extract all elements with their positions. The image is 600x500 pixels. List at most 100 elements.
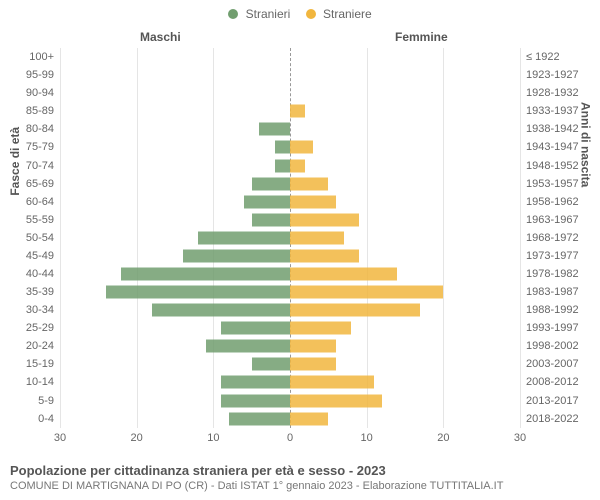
bar-female	[290, 177, 328, 190]
age-row: 40-441978-1982	[60, 265, 520, 283]
bar-female	[290, 358, 336, 371]
pyramid-chart: Stranieri Straniere Maschi Femmine Fasce…	[0, 0, 600, 500]
bar-male	[183, 249, 290, 262]
age-row: 80-841938-1942	[60, 120, 520, 138]
bar-female	[290, 376, 374, 389]
birth-year-label: 1983-1987	[526, 286, 588, 298]
legend-swatch-male	[228, 9, 238, 19]
bar-male	[221, 394, 290, 407]
age-label: 5-9	[12, 395, 54, 407]
bar-female	[290, 249, 359, 262]
bar-female	[290, 159, 305, 172]
bar-female	[290, 340, 336, 353]
age-label: 45-49	[12, 250, 54, 262]
age-row: 30-341988-1992	[60, 301, 520, 319]
column-header-female: Femmine	[395, 30, 448, 44]
age-row: 0-42018-2022	[60, 410, 520, 428]
age-row: 20-241998-2002	[60, 337, 520, 355]
chart-subtitle: COMUNE DI MARTIGNANA DI PO (CR) - Dati I…	[10, 480, 590, 492]
birth-year-label: 1933-1937	[526, 105, 588, 117]
age-row: 70-741948-1952	[60, 156, 520, 174]
age-row: 25-291993-1997	[60, 319, 520, 337]
age-label: 70-74	[12, 160, 54, 172]
grid-line	[520, 48, 521, 428]
age-row: 50-541968-1972	[60, 229, 520, 247]
age-row: 35-391983-1987	[60, 283, 520, 301]
legend-swatch-female	[306, 9, 316, 19]
x-tick-label: 30	[505, 432, 535, 444]
age-label: 65-69	[12, 178, 54, 190]
bar-female	[290, 304, 420, 317]
bar-female	[290, 195, 336, 208]
age-row: 75-791943-1947	[60, 138, 520, 156]
column-header-male: Maschi	[140, 30, 181, 44]
birth-year-label: 2003-2007	[526, 358, 588, 370]
birth-year-label: 1973-1977	[526, 250, 588, 262]
bar-male	[275, 141, 290, 154]
bar-male	[259, 123, 290, 136]
chart-title: Popolazione per cittadinanza straniera p…	[10, 463, 590, 478]
age-row: 95-991923-1927	[60, 66, 520, 84]
birth-year-label: 2018-2022	[526, 413, 588, 425]
age-row: 85-891933-1937	[60, 102, 520, 120]
age-label: 30-34	[12, 304, 54, 316]
birth-year-label: 1938-1942	[526, 123, 588, 135]
age-label: 20-24	[12, 340, 54, 352]
legend-label-female: Straniere	[323, 7, 372, 21]
age-label: 85-89	[12, 105, 54, 117]
x-tick-label: 20	[428, 432, 458, 444]
bar-male	[152, 304, 290, 317]
age-label: 35-39	[12, 286, 54, 298]
age-label: 15-19	[12, 358, 54, 370]
age-label: 60-64	[12, 196, 54, 208]
birth-year-label: 1948-1952	[526, 160, 588, 172]
birth-year-label: 1968-1972	[526, 232, 588, 244]
age-row: 90-941928-1932	[60, 84, 520, 102]
x-tick-label: 0	[275, 432, 305, 444]
birth-year-label: 1988-1992	[526, 304, 588, 316]
bar-female	[290, 267, 397, 280]
birth-year-label: 1943-1947	[526, 141, 588, 153]
legend-item-female: Straniere	[306, 6, 372, 21]
bar-male	[244, 195, 290, 208]
age-row: 45-491973-1977	[60, 247, 520, 265]
bar-female	[290, 105, 305, 118]
bar-female	[290, 394, 382, 407]
bar-male	[275, 159, 290, 172]
legend-label-male: Stranieri	[246, 7, 291, 21]
age-row: 55-591963-1967	[60, 211, 520, 229]
x-tick-label: 30	[45, 432, 75, 444]
birth-year-label: 2008-2012	[526, 376, 588, 388]
bar-male	[221, 376, 290, 389]
age-row: 60-641958-1962	[60, 193, 520, 211]
birth-year-label: 1928-1932	[526, 87, 588, 99]
age-label: 10-14	[12, 376, 54, 388]
bar-male	[252, 358, 290, 371]
birth-year-label: 2013-2017	[526, 395, 588, 407]
birth-year-label: ≤ 1922	[526, 51, 588, 63]
bar-male	[252, 177, 290, 190]
bar-female	[290, 231, 344, 244]
x-tick-label: 20	[122, 432, 152, 444]
age-label: 95-99	[12, 69, 54, 81]
birth-year-label: 1998-2002	[526, 340, 588, 352]
bar-male	[106, 286, 290, 299]
bar-male	[121, 267, 290, 280]
bar-female	[290, 213, 359, 226]
age-row: 15-192003-2007	[60, 355, 520, 373]
bar-male	[206, 340, 290, 353]
legend-item-male: Stranieri	[228, 6, 290, 21]
age-row: 65-691953-1957	[60, 175, 520, 193]
birth-year-label: 1923-1927	[526, 69, 588, 81]
age-label: 80-84	[12, 123, 54, 135]
age-label: 75-79	[12, 141, 54, 153]
plot-area: 3020100102030100+≤ 192295-991923-192790-…	[60, 48, 520, 428]
age-label: 50-54	[12, 232, 54, 244]
x-tick-label: 10	[198, 432, 228, 444]
age-label: 100+	[12, 51, 54, 63]
birth-year-label: 1958-1962	[526, 196, 588, 208]
age-label: 55-59	[12, 214, 54, 226]
age-row: 100+≤ 1922	[60, 48, 520, 66]
age-label: 90-94	[12, 87, 54, 99]
bar-female	[290, 141, 313, 154]
